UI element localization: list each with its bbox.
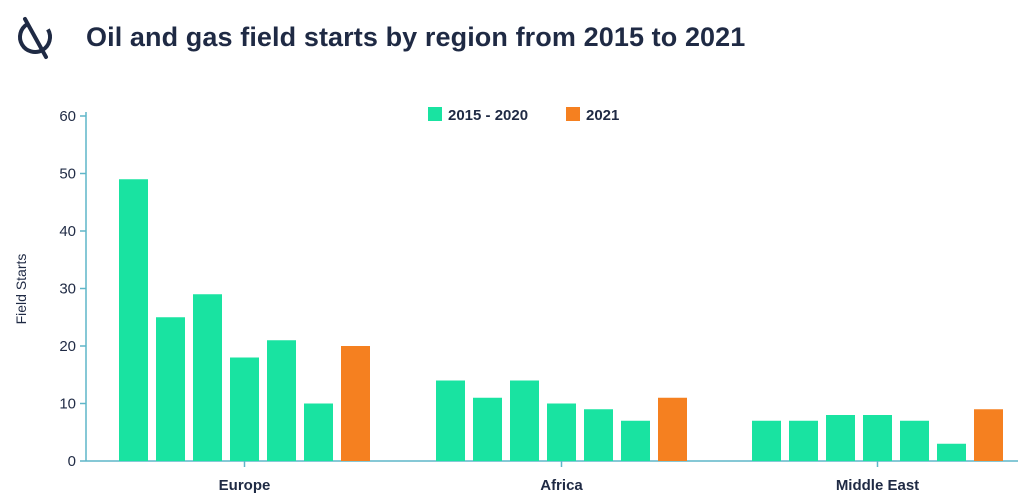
legend-item: 2015 - 2020: [428, 107, 528, 124]
bar-2015-2020: [436, 380, 465, 461]
bar-2015-2020: [156, 317, 185, 461]
circle-slash-logo-icon: [18, 17, 52, 59]
legend-item: 2021: [566, 107, 619, 124]
x-axis: Europe Africa Middle East: [86, 460, 1018, 494]
y-tick-label: 40: [59, 223, 76, 240]
chart-header: Oil and gas field starts by region from …: [12, 12, 745, 62]
bar-2015-2020: [900, 420, 929, 461]
bar-2015-2020: [547, 403, 576, 461]
bar-2015-2020: [789, 420, 818, 461]
bar-2015-2020: [230, 357, 259, 461]
bar-2015-2020: [473, 397, 502, 461]
legend-swatch: [566, 107, 580, 121]
bar-2015-2020: [267, 340, 296, 461]
bar-group-europe: [119, 179, 370, 461]
y-axis: 0 10 20 30 40 50 60: [59, 108, 87, 470]
bar-2015-2020: [621, 420, 650, 461]
x-tick-label: Europe: [219, 477, 271, 494]
y-tick-label: 0: [68, 453, 76, 470]
bar-2015-2020: [937, 443, 966, 461]
legend-label: 2021: [586, 107, 619, 124]
y-tick-label: 10: [59, 396, 76, 413]
bar-2015-2020: [304, 403, 333, 461]
bar-2015-2020: [119, 179, 148, 461]
x-tick-label: Africa: [540, 477, 583, 494]
bar-2021: [658, 397, 687, 461]
bars: [119, 179, 1003, 461]
bar-group-africa: [436, 380, 687, 461]
bar-2015-2020: [752, 420, 781, 461]
bar-2015-2020: [510, 380, 539, 461]
y-tick-label: 30: [59, 281, 76, 298]
bar-2015-2020: [584, 409, 613, 461]
x-tick-label: Middle East: [836, 477, 919, 494]
y-tick-label: 20: [59, 338, 76, 355]
bar-2015-2020: [193, 294, 222, 461]
bar-2021: [341, 346, 370, 461]
chart-title: Oil and gas field starts by region from …: [86, 21, 746, 52]
y-axis-title: Field Starts: [13, 254, 29, 325]
y-tick-label: 50: [59, 166, 76, 183]
legend-swatch: [428, 107, 442, 121]
bar-2021: [974, 409, 1003, 461]
bar-group-middle-east: [752, 409, 1003, 461]
bar-2015-2020: [826, 415, 855, 461]
legend-label: 2015 - 2020: [448, 107, 528, 124]
bar-2015-2020: [863, 415, 892, 461]
legend: 2015 - 2020 2021: [428, 107, 619, 124]
y-tick-label: 60: [59, 108, 76, 125]
